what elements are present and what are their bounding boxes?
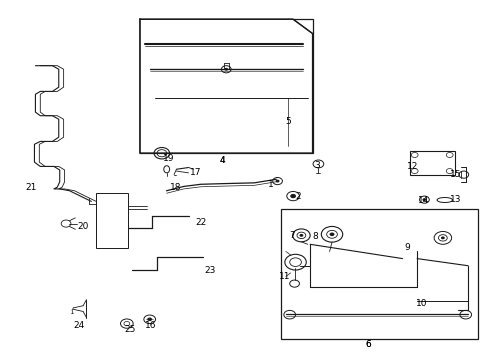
Text: 16: 16 [145, 321, 157, 330]
Circle shape [224, 68, 228, 71]
Text: 6: 6 [365, 340, 370, 349]
Text: 5: 5 [285, 117, 290, 126]
Circle shape [422, 198, 426, 201]
Text: 20: 20 [77, 222, 89, 231]
Text: 8: 8 [311, 232, 317, 241]
Text: 22: 22 [195, 219, 206, 228]
Text: 23: 23 [204, 266, 216, 275]
Polygon shape [140, 19, 312, 153]
Bar [409, 152, 454, 175]
Text: 10: 10 [415, 299, 427, 308]
Circle shape [440, 237, 444, 239]
Text: 7: 7 [288, 231, 294, 240]
Text: 12: 12 [406, 162, 417, 171]
Text: 6: 6 [365, 340, 370, 349]
Circle shape [329, 233, 334, 236]
Text: 9: 9 [404, 243, 409, 252]
Bar [96, 193, 127, 248]
Circle shape [289, 194, 295, 198]
Circle shape [147, 318, 152, 321]
Text: 2: 2 [295, 192, 300, 201]
Text: 4: 4 [220, 156, 225, 165]
Text: 25: 25 [124, 325, 136, 334]
Bar [140, 19, 312, 153]
Text: 17: 17 [190, 168, 201, 177]
Text: 13: 13 [449, 195, 461, 204]
Text: 11: 11 [278, 272, 289, 281]
Text: 21: 21 [26, 183, 37, 192]
Text: 15: 15 [449, 170, 461, 179]
Text: 3: 3 [314, 161, 320, 170]
Text: 1: 1 [268, 180, 274, 189]
Text: 19: 19 [163, 154, 175, 163]
Bar [281, 208, 477, 339]
Text: 24: 24 [73, 321, 84, 330]
Text: 4: 4 [220, 156, 225, 165]
Text: 14: 14 [417, 195, 428, 204]
Circle shape [299, 234, 303, 237]
Text: 18: 18 [169, 183, 181, 192]
Circle shape [275, 180, 279, 183]
